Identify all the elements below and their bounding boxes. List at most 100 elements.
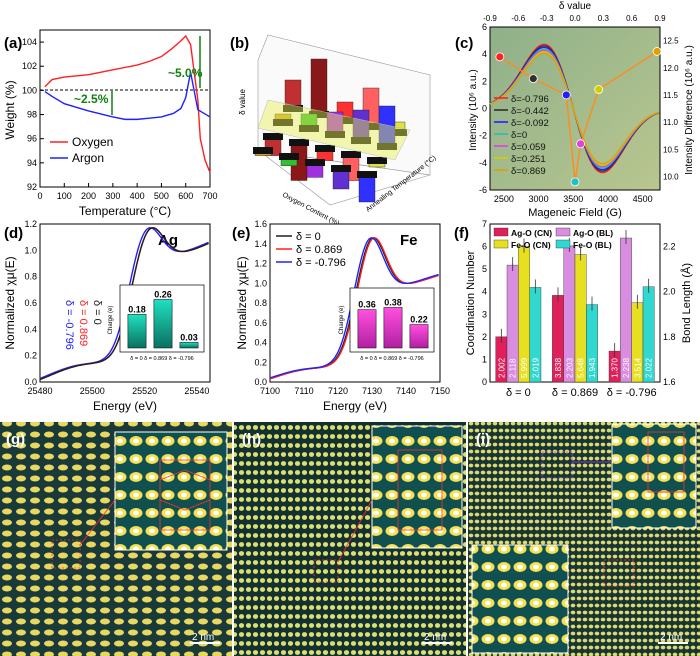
a-xtick-label: 0 bbox=[37, 191, 42, 201]
inset-bar bbox=[409, 324, 429, 349]
legend-label-e-0: δ = 0 bbox=[296, 231, 321, 243]
panel-g: (g) 2 nm bbox=[0, 422, 232, 656]
legend-label-e-0869: δ = 0.869 bbox=[296, 244, 342, 256]
xtick-label: 25540 bbox=[184, 386, 209, 396]
a-ytick-label: 94 bbox=[27, 158, 37, 168]
legend-label-6: δ=0.869 bbox=[511, 166, 546, 177]
c-xtick-label: 4000 bbox=[598, 194, 618, 204]
region-box-g bbox=[51, 539, 81, 569]
legend-label-oxygen: Oxygen bbox=[72, 135, 113, 149]
difference-point bbox=[561, 90, 571, 100]
f-ytick-label: 0 bbox=[482, 377, 487, 387]
a-ytick-label: 102 bbox=[22, 61, 37, 71]
bar3d-cap bbox=[335, 117, 355, 124]
c-y2tick-label: 10.5 bbox=[663, 145, 679, 154]
bar3d-cap bbox=[299, 125, 319, 132]
a-ytick-label: 92 bbox=[27, 182, 37, 192]
difference-point bbox=[594, 85, 604, 94]
c-toptick-label: -0.3 bbox=[540, 14, 554, 23]
f-bar-label: 5.648 bbox=[577, 357, 586, 378]
panel-e: (e) Fe 7100 7110 7120 7130 7140 7150 0.0 0.2 0.4… bbox=[232, 219, 450, 413]
scalebar-g-label: 2 nm bbox=[192, 632, 214, 643]
f-y2tick-label: 1.6 bbox=[663, 377, 676, 387]
panel-c-difference bbox=[495, 47, 662, 187]
scalebar-h-label: 2 nm bbox=[424, 632, 446, 643]
bar3d-cap bbox=[341, 151, 361, 158]
panel-i: (i) 2 nm bbox=[468, 422, 700, 656]
ytick-label: 1.6 bbox=[254, 219, 267, 229]
difference-point bbox=[576, 139, 585, 149]
panel-a-ylabel: Weight (%) bbox=[3, 80, 17, 139]
bar3d-cap bbox=[361, 123, 381, 130]
panel-h-tag: (h) bbox=[242, 431, 261, 448]
a-xtick-label: 400 bbox=[130, 191, 145, 201]
inset-bar-label: 0.18 bbox=[128, 304, 146, 314]
inset-g-structure bbox=[159, 459, 211, 531]
bar3d-cap bbox=[357, 171, 377, 178]
region-link-g bbox=[79, 499, 116, 546]
bar3d-cap bbox=[367, 157, 387, 164]
panel-d-ylabel: Normalized χμ(E) bbox=[3, 256, 17, 349]
bar3d bbox=[310, 58, 328, 115]
a-ytick-label: 100 bbox=[22, 85, 37, 95]
xtick-label: 25480 bbox=[27, 386, 52, 396]
inset-bar bbox=[127, 314, 147, 349]
ytick-label: 0.0 bbox=[254, 377, 267, 387]
panel-e-inset-cats: δ = 0 δ = 0.869 δ = -0.796 bbox=[360, 356, 423, 362]
f-ytick-label: 1 bbox=[482, 354, 487, 364]
f-legend-swatch bbox=[493, 239, 509, 249]
xtick-label: 7100 bbox=[260, 386, 280, 396]
f-ytick-label: 6 bbox=[482, 242, 487, 252]
panel-b-xlabel: Oxygen Content (%) bbox=[281, 192, 340, 228]
ytick-label: 0.8 bbox=[254, 298, 267, 308]
panel-f-y2label: Bond Length (Å) bbox=[680, 263, 693, 343]
panel-h: (h) 2 nm bbox=[234, 422, 466, 656]
c-toptick-label: -0.9 bbox=[483, 14, 497, 23]
panel-c-legend: δ=-0.796δ=-0.442δ=-0.092δ=0δ=0.059δ=0.25… bbox=[494, 94, 549, 177]
f-y2tick-label: 2.2 bbox=[663, 242, 676, 252]
difference-point bbox=[495, 52, 505, 62]
ytick-label: 0.8 bbox=[24, 272, 37, 282]
series-argon bbox=[44, 72, 211, 121]
f-bar-label: 2.118 bbox=[509, 358, 518, 378]
bar3d-cap bbox=[325, 131, 345, 138]
c-ytick-label: -6 bbox=[479, 185, 487, 195]
legend-label-e-minus-0796: δ = -0.796 bbox=[296, 257, 346, 269]
f-bar-label: 1.370 bbox=[611, 357, 620, 378]
panel-c-tag: (c) bbox=[455, 35, 473, 52]
f-bar-label: 2.002 bbox=[497, 357, 506, 378]
ytick-label: 1.0 bbox=[24, 245, 37, 255]
c-ytick-label: 6 bbox=[482, 22, 487, 32]
bar3d-cap bbox=[315, 145, 335, 152]
c-toptick-label: 0.0 bbox=[569, 14, 581, 23]
panel-a: (a) 0 100 200 300 400 500 600 700 92 94 96 98 100 102… bbox=[3, 29, 218, 218]
a-xtick-label: 600 bbox=[178, 191, 193, 201]
bar3d-cap bbox=[387, 129, 407, 136]
ytick-label: 1.4 bbox=[254, 239, 267, 249]
c-ytick-label: -2 bbox=[479, 131, 487, 141]
xtick-label: 7150 bbox=[430, 386, 450, 396]
panel-c-toplabel: δ value bbox=[559, 1, 592, 12]
panel-a-frame bbox=[39, 29, 211, 188]
c-y2tick-label: 10.0 bbox=[663, 172, 679, 181]
label-d-0869: δ = 0.869 bbox=[77, 300, 89, 346]
panel-f-legend: Ag-O (CN) Ag-O (BL) Fe-O (CN) Fe-O (BL) bbox=[493, 227, 613, 250]
xtick-label: 25500 bbox=[80, 386, 105, 396]
f-y2tick-label: 2.0 bbox=[663, 287, 676, 297]
annotation-2-5pct: ~2.5% bbox=[74, 92, 109, 106]
ytick-label: 1.0 bbox=[254, 278, 267, 288]
panel-d-inset-cats: δ = 0 δ = 0.869 δ = -0.796 bbox=[130, 356, 193, 362]
inset-bar-label: 0.22 bbox=[410, 315, 428, 325]
panel-a-tag: (a) bbox=[4, 35, 22, 52]
ytick-label: 1.2 bbox=[254, 259, 267, 269]
xtick-label: 7140 bbox=[396, 386, 416, 396]
f-bar-label: 3.838 bbox=[554, 357, 563, 378]
bar3d-cap bbox=[273, 119, 293, 126]
panel-f-tag: (f) bbox=[454, 225, 469, 242]
inset-i-bottom bbox=[471, 544, 569, 654]
scalebar-i-label: 2 nm bbox=[660, 632, 682, 643]
label-d-minus-0796: δ = -0.796 bbox=[63, 300, 75, 350]
